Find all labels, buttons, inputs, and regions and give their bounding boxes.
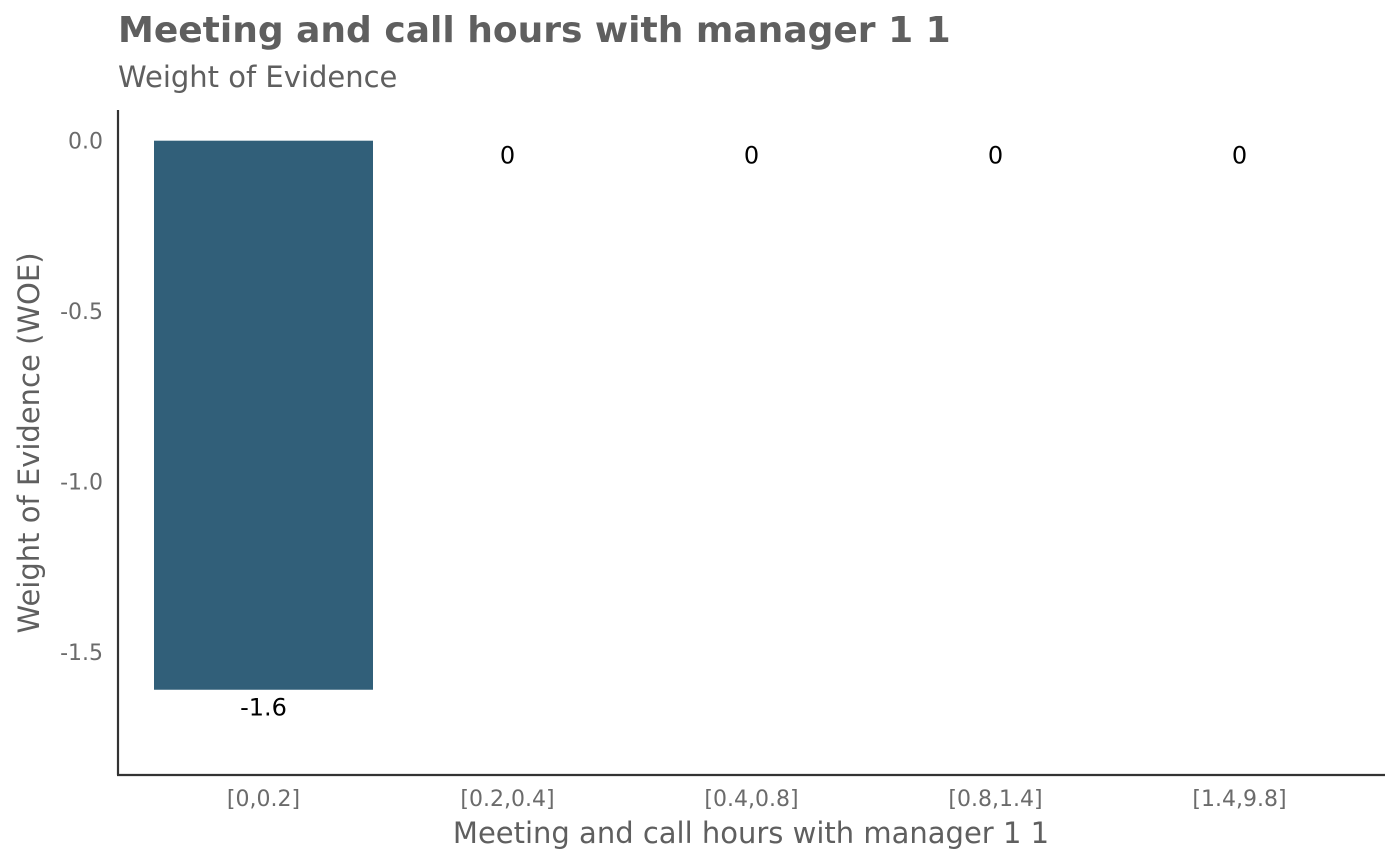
bar-value-label: 0 <box>744 142 759 170</box>
x-axis-ticks: [0,0.2] [0.2,0.4] [0.4,0.8] [0.8,1.4] [1.4,9… <box>227 787 1287 812</box>
chart-title: Meeting and call hours with manager 1 1 <box>118 10 951 51</box>
bar-value-label: 0 <box>988 142 1003 170</box>
chart-subtitle: Weight of Evidence <box>118 60 397 94</box>
y-tick-label: -0.5 <box>60 300 103 325</box>
bars-group <box>154 140 373 690</box>
x-tick-label: [1.4,9.8] <box>1192 787 1286 812</box>
y-axis-title: Weight of Evidence (WOE) <box>12 252 46 633</box>
x-tick-label: [0,0.2] <box>227 787 300 812</box>
data-labels-group: -1.6 0 0 0 0 <box>240 142 1247 722</box>
y-tick-label: -1.0 <box>60 471 103 496</box>
x-tick-label: [0.8,1.4] <box>948 787 1042 812</box>
x-tick-label: [0.4,0.8] <box>704 787 798 812</box>
x-axis-title: Meeting and call hours with manager 1 1 <box>453 816 1049 850</box>
y-tick-label: -1.5 <box>60 641 103 666</box>
bar-value-label: -1.6 <box>240 694 287 722</box>
x-tick-label: [0.2,0.4] <box>460 787 554 812</box>
bar-value-label: 0 <box>1232 142 1247 170</box>
y-tick-label: 0.0 <box>68 130 103 155</box>
y-axis-ticks: 0.0 -0.5 -1.0 -1.5 <box>60 130 103 667</box>
bar-value-label: 0 <box>500 142 515 170</box>
bar <box>154 140 373 690</box>
